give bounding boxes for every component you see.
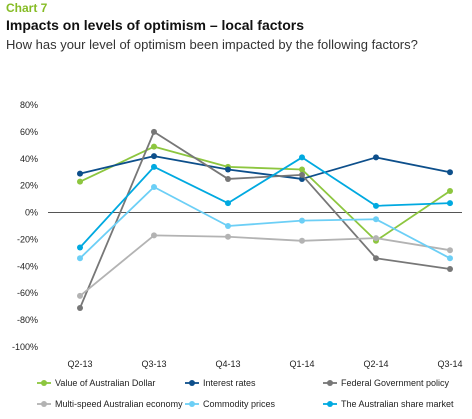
data-point — [299, 217, 305, 224]
data-point — [77, 305, 83, 312]
chart-subtitle: How has your level of optimism been impa… — [6, 37, 418, 52]
data-point — [77, 255, 83, 262]
x-tick-label: Q4-13 — [215, 359, 240, 369]
data-point — [77, 178, 83, 185]
data-point — [299, 237, 305, 244]
legend-label: Interest rates — [203, 378, 256, 388]
data-point — [225, 200, 231, 207]
data-point — [373, 154, 379, 161]
y-tick-label: 60% — [20, 127, 38, 137]
series-line — [79, 156, 451, 249]
x-tick-label: Q3-14 — [437, 359, 462, 369]
data-point — [373, 216, 379, 223]
x-tick-label: Q2-14 — [363, 359, 388, 369]
data-point — [447, 169, 453, 176]
legend-swatch-marker — [189, 380, 195, 386]
x-tick-label: Q3-13 — [141, 359, 166, 369]
y-tick-label: 0% — [25, 208, 38, 218]
data-point — [77, 292, 83, 299]
chart-title: Impacts on levels of optimism – local fa… — [6, 17, 304, 33]
y-tick-label: -20% — [17, 234, 38, 244]
data-point — [77, 244, 83, 251]
data-point — [225, 223, 231, 229]
series-line — [79, 186, 451, 260]
data-point — [447, 247, 453, 254]
data-point — [299, 166, 305, 173]
y-tick-label: 20% — [20, 181, 38, 191]
data-point — [299, 154, 305, 161]
data-point — [373, 202, 379, 209]
x-tick-label: Q1-14 — [289, 359, 314, 369]
legend-label: Multi-speed Australian economy — [55, 399, 183, 409]
series-line — [79, 234, 451, 297]
y-tick-label: 80% — [20, 100, 38, 110]
data-point — [225, 166, 231, 173]
chart-number-label: Chart 7 — [6, 1, 48, 15]
y-tick-label: -100% — [12, 342, 38, 352]
legend-label: The Australian share market — [341, 399, 454, 409]
data-point — [225, 175, 231, 182]
y-tick-label: -80% — [17, 315, 38, 325]
data-point — [373, 255, 379, 262]
data-point — [151, 153, 157, 160]
data-point — [151, 232, 157, 239]
data-point — [151, 143, 157, 150]
y-tick-label: 40% — [20, 154, 38, 164]
data-point — [447, 188, 453, 195]
data-point — [447, 200, 453, 207]
data-point — [447, 255, 453, 262]
legend-label: Commodity prices — [203, 399, 276, 409]
data-point — [151, 128, 157, 135]
data-point — [447, 266, 453, 273]
data-point — [373, 235, 379, 242]
legend-swatch-marker — [41, 380, 47, 386]
data-point — [299, 171, 305, 178]
series-line — [79, 145, 451, 242]
x-tick-label: Q2-13 — [67, 359, 92, 369]
legend-swatch-marker — [327, 401, 333, 407]
series-line — [79, 130, 451, 309]
legend-swatch-marker — [41, 401, 47, 407]
y-tick-label: -40% — [17, 261, 38, 271]
data-point — [151, 184, 157, 191]
data-point — [77, 170, 83, 177]
legend-label: Value of Australian Dollar — [55, 378, 155, 388]
legend-swatch-marker — [189, 401, 195, 407]
y-tick-label: -60% — [17, 288, 38, 298]
legend-label: Federal Government policy — [341, 378, 450, 388]
data-point — [151, 163, 157, 170]
data-point — [225, 233, 231, 240]
legend-swatch-marker — [327, 380, 333, 386]
